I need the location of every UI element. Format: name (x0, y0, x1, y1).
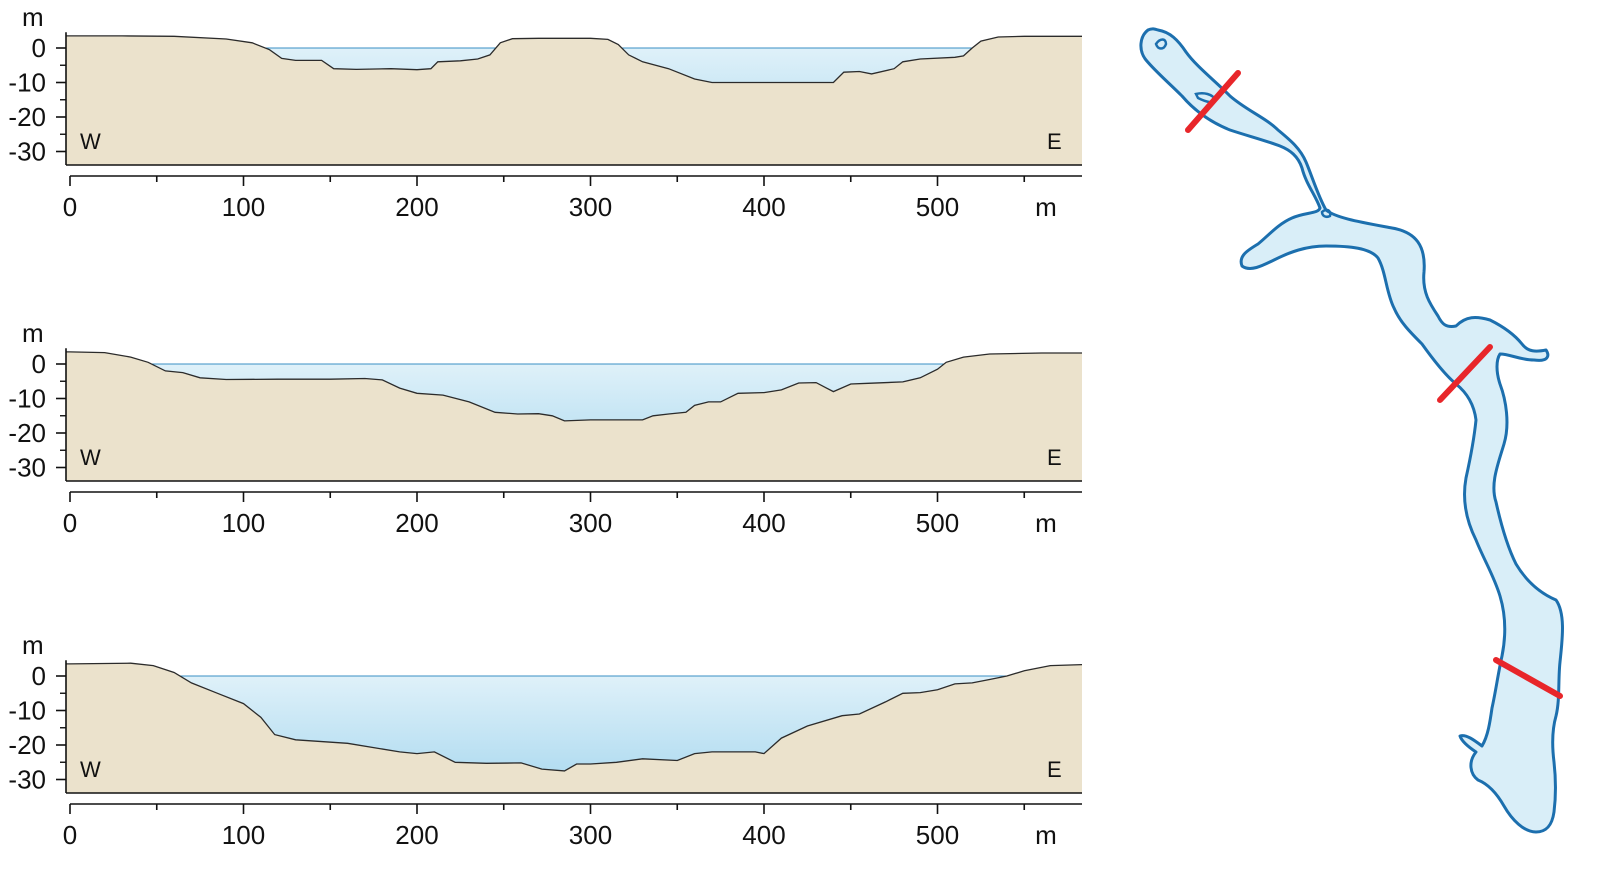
y-tick-label: -10 (8, 696, 46, 726)
y-tick-label: -10 (8, 68, 46, 98)
y-tick-label: -30 (8, 453, 46, 483)
lake-outline (1139, 27, 1564, 834)
x-axis-unit-label: m (1035, 192, 1057, 222)
transect-line-middle (1437, 344, 1493, 403)
lake-islet (1154, 38, 1168, 50)
x-tick-label: 500 (916, 508, 959, 538)
west-label: W (80, 445, 101, 470)
x-tick-label: 500 (916, 820, 959, 850)
transect-line-north (1185, 70, 1241, 133)
east-label: E (1047, 129, 1062, 154)
y-tick-label: -20 (8, 418, 46, 448)
x-tick-label: 100 (222, 508, 265, 538)
x-tick-label: 500 (916, 192, 959, 222)
y-tick-label: -30 (8, 137, 46, 167)
y-axis-unit-label: m (22, 630, 44, 660)
x-tick-label: 100 (222, 192, 265, 222)
west-label: W (80, 129, 101, 154)
x-tick-label: 300 (569, 508, 612, 538)
y-tick-label: -10 (8, 384, 46, 414)
terrain-outline (66, 351, 1082, 422)
x-axis-unit-label: m (1035, 820, 1057, 850)
x-tick-label: 0 (63, 820, 77, 850)
terrain-profile (66, 663, 1082, 793)
y-tick-label: -20 (8, 102, 46, 132)
lake-islet (1320, 208, 1332, 219)
terrain-profile (66, 351, 1082, 481)
x-tick-label: 400 (742, 820, 785, 850)
y-tick-label: 0 (32, 349, 46, 379)
x-axis-unit-label: m (1035, 508, 1057, 538)
y-axis-unit-label: m (22, 318, 44, 348)
x-tick-label: 200 (395, 820, 438, 850)
x-tick-label: 200 (395, 192, 438, 222)
terrain-profile (66, 35, 1082, 166)
x-tick-label: 200 (395, 508, 438, 538)
x-tick-label: 400 (742, 508, 785, 538)
east-label: E (1047, 445, 1062, 470)
west-label: W (80, 757, 101, 782)
terrain-outline (66, 35, 1082, 84)
y-tick-label: 0 (32, 33, 46, 63)
x-tick-label: 0 (63, 508, 77, 538)
y-tick-label: -30 (8, 765, 46, 795)
x-tick-label: 100 (222, 820, 265, 850)
x-tick-label: 400 (742, 192, 785, 222)
lake-map (1139, 27, 1564, 834)
transect-line-south (1493, 657, 1563, 699)
x-tick-label: 300 (569, 192, 612, 222)
east-label: E (1047, 757, 1062, 782)
x-tick-label: 300 (569, 820, 612, 850)
y-tick-label: 0 (32, 661, 46, 691)
terrain-outline (66, 662, 1083, 772)
x-tick-label: 0 (63, 192, 77, 222)
y-axis-unit-label: m (22, 2, 44, 32)
y-tick-label: -20 (8, 730, 46, 760)
